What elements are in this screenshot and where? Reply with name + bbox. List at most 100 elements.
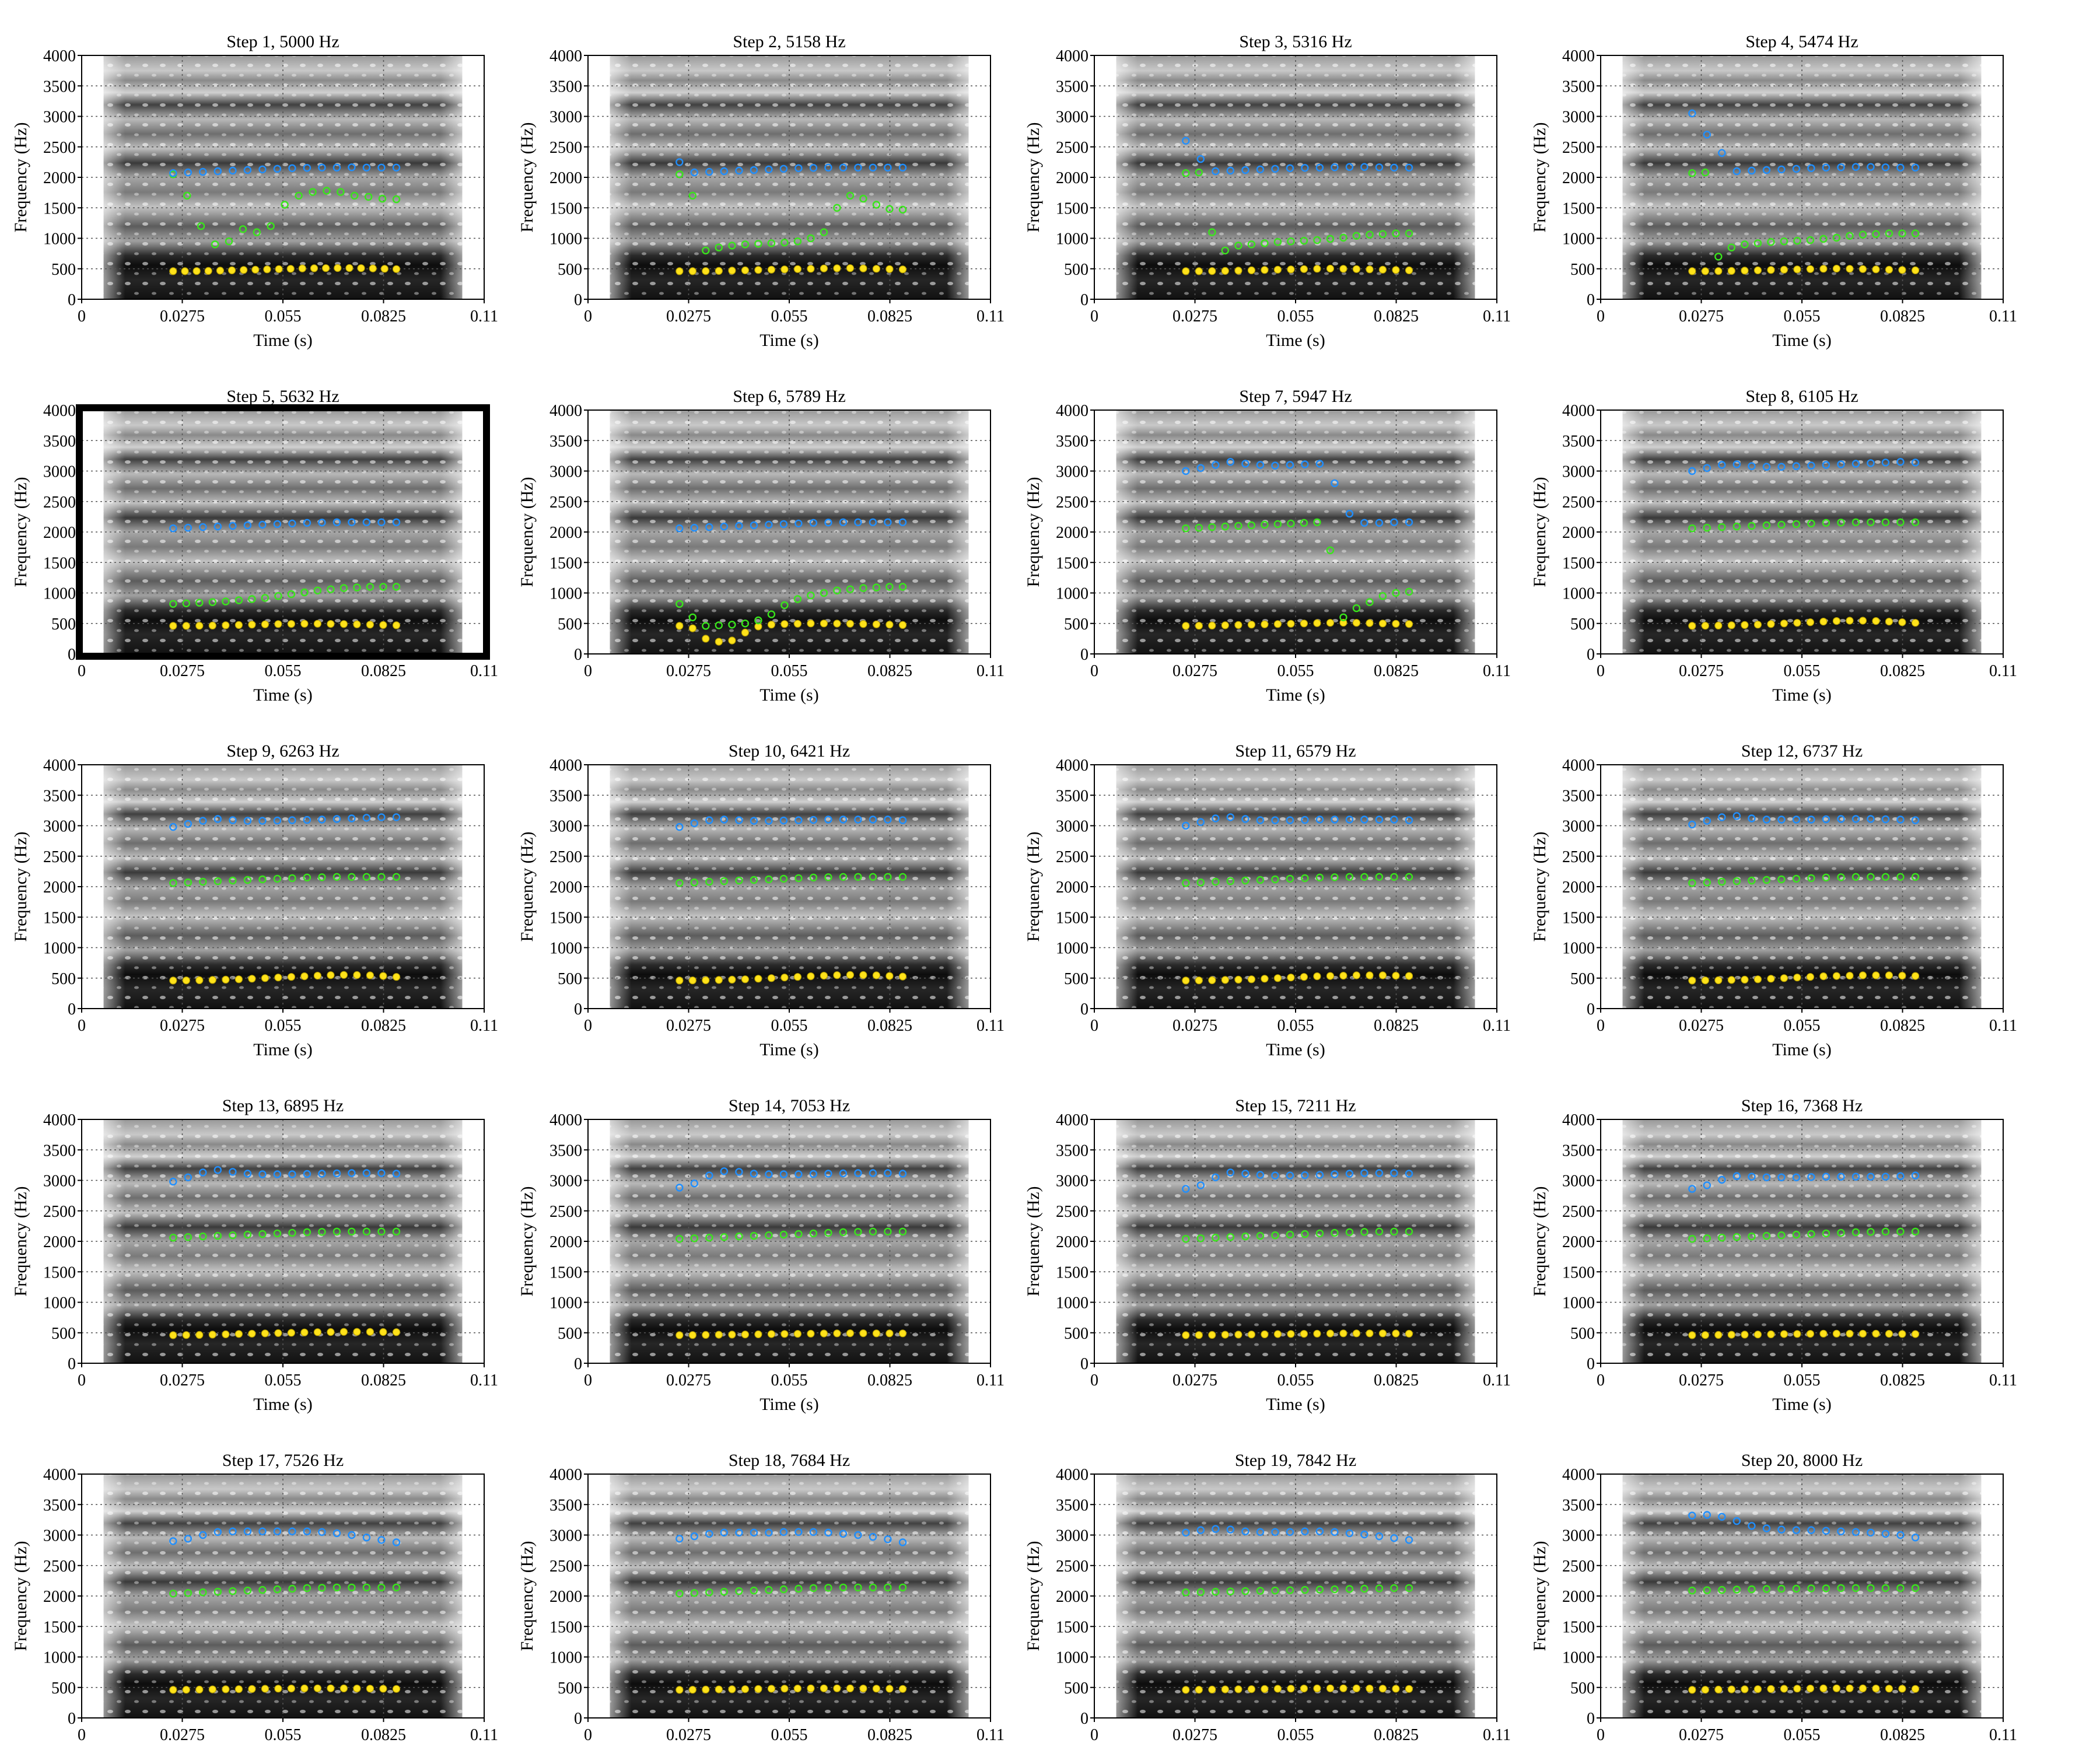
y-tick-label: 500 xyxy=(51,1325,76,1343)
data-point-f1 xyxy=(1405,620,1413,628)
data-point-f3 xyxy=(1867,1172,1875,1181)
y-tick-label: 500 xyxy=(51,970,76,988)
data-point-f3 xyxy=(362,163,371,172)
data-point-f1 xyxy=(807,1684,815,1692)
data-point-f2 xyxy=(1703,878,1712,887)
x-tick-label: 0 xyxy=(1597,1371,1605,1390)
data-point-f1 xyxy=(1859,617,1867,625)
data-point-f3 xyxy=(1911,163,1920,172)
data-point-f2 xyxy=(1688,1586,1696,1595)
data-point-f3 xyxy=(839,1169,848,1178)
y-tick-label: 0 xyxy=(1587,1710,1595,1728)
data-point-f2 xyxy=(1777,1231,1786,1240)
y-tick-label: 2500 xyxy=(550,1558,582,1576)
y-tick-label: 3500 xyxy=(550,432,582,450)
data-point-f2 xyxy=(1212,1233,1220,1242)
x-tick-label: 0.055 xyxy=(771,1726,808,1744)
y-tick-label: 1500 xyxy=(1056,1264,1088,1282)
data-point-f3 xyxy=(303,519,312,527)
data-point-f2 xyxy=(735,1232,743,1241)
data-point-f3 xyxy=(809,164,818,172)
data-point-f1 xyxy=(688,1331,696,1339)
x-tick-label: 0 xyxy=(584,307,592,326)
data-point-f3 xyxy=(1896,458,1905,466)
x-tick-label: 0.055 xyxy=(1278,1017,1314,1035)
data-point-f3 xyxy=(348,163,356,172)
data-point-f3 xyxy=(1256,1171,1265,1179)
data-point-f3 xyxy=(392,1538,401,1546)
data-point-f2 xyxy=(728,242,736,250)
data-point-f2 xyxy=(715,243,723,251)
data-point-f2 xyxy=(1256,876,1265,884)
x-tick-label: 0.0275 xyxy=(160,1726,205,1744)
data-point-f1 xyxy=(1819,617,1828,626)
data-point-f3 xyxy=(794,1170,803,1178)
data-point-f3 xyxy=(690,1179,699,1188)
y-tick-label: 2000 xyxy=(550,1588,582,1606)
formant-track-f1 xyxy=(169,971,401,985)
y-tick-label: 1000 xyxy=(1562,1294,1595,1312)
data-point-f3 xyxy=(1271,164,1279,173)
data-point-f1 xyxy=(1208,621,1216,630)
data-point-f1 xyxy=(1754,266,1762,274)
data-point-f1 xyxy=(1793,1330,1801,1338)
data-point-f2 xyxy=(1273,238,1282,246)
data-point-f3 xyxy=(332,1529,341,1538)
data-point-f2 xyxy=(379,583,387,591)
data-point-f2 xyxy=(1898,229,1906,237)
data-point-f2 xyxy=(1911,229,1920,237)
data-point-f1 xyxy=(820,1684,828,1692)
data-point-f2 xyxy=(1182,169,1190,177)
formant-track-f1 xyxy=(1182,971,1413,985)
data-point-f2 xyxy=(274,592,282,600)
data-point-f1 xyxy=(1859,265,1867,273)
data-point-f3 xyxy=(1822,1527,1831,1535)
y-tick-label: 0 xyxy=(68,1355,76,1373)
x-tick-label: 0 xyxy=(78,1726,86,1744)
data-point-f3 xyxy=(1196,1181,1205,1189)
y-tick-label: 2000 xyxy=(1562,878,1595,897)
data-point-f2 xyxy=(1767,238,1775,246)
data-point-f3 xyxy=(199,1168,207,1177)
data-point-f1 xyxy=(728,636,736,645)
data-point-f2 xyxy=(1688,878,1696,887)
data-point-f3 xyxy=(214,167,222,176)
y-tick-label: 2500 xyxy=(1056,848,1088,866)
data-point-f2 xyxy=(735,1587,743,1595)
data-point-f3 xyxy=(750,521,758,530)
subplot: 0 500 1000 1500 2000 2500 3000 3500 4000 0 0.0275 0… xyxy=(1530,32,2017,350)
x-axis-label: Time (s) xyxy=(760,1395,818,1414)
data-point-f3 xyxy=(392,518,401,526)
data-point-f1 xyxy=(702,267,710,275)
data-point-f1 xyxy=(1287,265,1295,274)
data-point-f1 xyxy=(1872,1329,1880,1338)
data-point-f2 xyxy=(884,1227,892,1236)
data-point-f2 xyxy=(309,188,317,196)
data-point-f2 xyxy=(1182,1235,1190,1243)
x-tick-label: 0 xyxy=(584,1017,592,1035)
data-point-f3 xyxy=(392,163,401,172)
data-point-f3 xyxy=(676,1535,684,1543)
subplot: 0 500 1000 1500 2000 2500 3000 3500 4000 0 0.0275 0… xyxy=(517,387,1005,705)
y-tick-label: 2000 xyxy=(550,878,582,897)
data-point-f2 xyxy=(1762,1231,1771,1240)
data-point-f1 xyxy=(182,1686,190,1694)
data-point-f3 xyxy=(288,1527,296,1535)
formant-track-f2 xyxy=(1688,873,1920,887)
data-point-f3 xyxy=(1703,1511,1712,1519)
data-point-f1 xyxy=(728,267,736,275)
data-point-f2 xyxy=(794,1584,803,1593)
data-point-f1 xyxy=(1714,1685,1723,1693)
data-point-f3 xyxy=(243,521,252,530)
data-point-f3 xyxy=(1792,816,1801,824)
y-tick-label: 3500 xyxy=(1056,787,1088,805)
data-point-f2 xyxy=(1271,1231,1279,1240)
grid-lines xyxy=(1094,1474,1497,1718)
x-tick-label: 0.0825 xyxy=(361,1371,406,1390)
data-point-f1 xyxy=(1366,1685,1374,1693)
formant-track-f3 xyxy=(169,518,401,533)
data-point-f1 xyxy=(767,1330,776,1338)
y-axis-label: Frequency (Hz) xyxy=(517,831,537,942)
grid-lines xyxy=(1094,765,1497,1009)
data-point-f2 xyxy=(318,873,326,881)
